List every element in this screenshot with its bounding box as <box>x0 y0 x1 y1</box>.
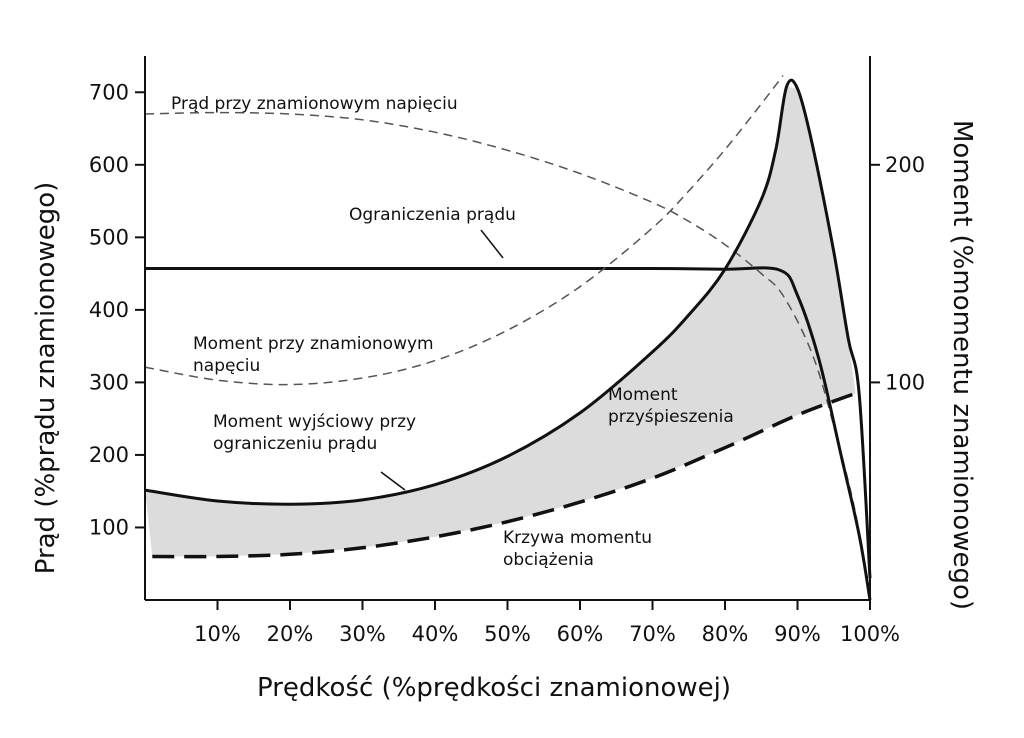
y-left-tick-label: 700 <box>89 80 129 104</box>
annotation-mom-wyj: Moment wyjściowy przy <box>213 412 416 432</box>
annotation-leader-line <box>380 471 406 491</box>
x-tick-label: 80% <box>702 622 749 646</box>
series-line-3 <box>144 75 784 386</box>
series-layer <box>144 75 872 601</box>
y-axis-left-title: Prąd (%prądu znamionowego) <box>31 182 61 575</box>
tick-layer: 10% 20% 30% 40% 50% 60% 70% 80% 90% 100% 100 200 300… <box>89 80 925 646</box>
annotation-prad-nap: Prąd przy znamionowym napięciu <box>171 94 458 114</box>
annotation-mom-nap: Moment przy znamionowym <box>193 334 434 354</box>
x-tick-label: 90% <box>774 622 821 646</box>
y-right-tick-label: 200 <box>885 153 925 177</box>
annotation-mom-wyj: ograniczeniu prądu <box>213 434 377 454</box>
x-tick-label: 40% <box>412 622 459 646</box>
x-tick-label: 100% <box>840 622 900 646</box>
acceleration-torque-fill <box>145 86 856 557</box>
y-left-tick-label: 400 <box>89 298 129 322</box>
series-line-2 <box>145 266 872 601</box>
x-tick-label: 20% <box>267 622 314 646</box>
y-left-tick-label: 500 <box>89 225 129 249</box>
annotation-krzywa: obciążenia <box>503 550 594 570</box>
y-left-tick-label: 200 <box>89 443 129 467</box>
series-line-4 <box>144 78 872 579</box>
annotation-mom-nap: napęciu <box>193 356 260 376</box>
x-tick-label: 10% <box>194 622 241 646</box>
y-left-tick-label: 300 <box>89 370 129 394</box>
x-tick-label: 50% <box>484 622 531 646</box>
x-axis-title: Prędkość (%prędkości znamionowej) <box>257 673 731 703</box>
x-tick-label: 60% <box>557 622 604 646</box>
y-axis-right-title: Moment (%momentu znamionowego) <box>947 120 977 610</box>
annotation-krzywa: Krzywa momentu <box>503 528 652 548</box>
y-left-tick-label: 600 <box>89 153 129 177</box>
annotation-leader-line <box>480 229 504 259</box>
annotation-ogr: Ograniczenia prądu <box>349 205 516 225</box>
annotation-layer: Prąd przy znamionowym napięciu Ograniczen… <box>171 94 734 570</box>
x-tick-label: 70% <box>629 622 676 646</box>
x-tick-label: 30% <box>339 622 386 646</box>
y-right-tick-label: 100 <box>885 370 925 394</box>
annotation-mom-przysp: Moment <box>608 385 678 405</box>
acceleration-torque-region <box>145 86 856 557</box>
annotation-mom-przysp: przyśpieszenia <box>608 407 734 427</box>
series-line-5 <box>152 391 857 559</box>
y-left-tick-label: 100 <box>89 515 129 539</box>
